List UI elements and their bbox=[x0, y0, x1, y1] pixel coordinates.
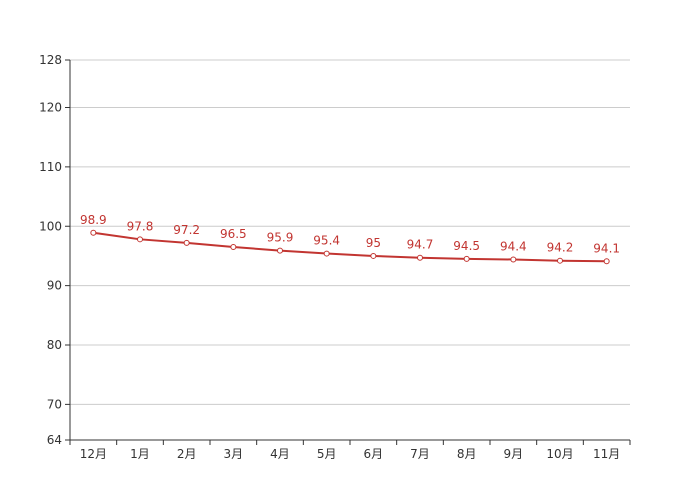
x-tick-label: 1月 bbox=[130, 447, 150, 461]
series-layer bbox=[90, 229, 610, 265]
data-label: 94.4 bbox=[500, 240, 527, 254]
data-label: 94.7 bbox=[407, 238, 434, 252]
data-point[interactable] bbox=[137, 236, 143, 243]
data-label: 97.8 bbox=[127, 219, 154, 233]
data-point[interactable] bbox=[557, 257, 563, 264]
x-tick-label: 10月 bbox=[546, 447, 573, 461]
data-point[interactable] bbox=[370, 252, 377, 259]
x-tick-label: 6月 bbox=[364, 447, 384, 461]
y-tick-label: 70 bbox=[47, 397, 62, 411]
data-point[interactable] bbox=[230, 244, 237, 251]
y-tick-label: 120 bbox=[39, 101, 62, 115]
data-labels: 98.9 97.8 97.2 96.5 95.9 95.4 95 94.7 94.5 94.4 94… bbox=[80, 213, 620, 256]
data-label: 94.1 bbox=[593, 241, 620, 255]
x-tick-label: 2月 bbox=[177, 447, 197, 461]
data-label: 95.4 bbox=[313, 234, 340, 248]
data-label: 98.9 bbox=[80, 213, 107, 227]
x-tick-label: 4月 bbox=[270, 447, 290, 461]
y-tick-label: 64 bbox=[47, 433, 62, 447]
series-line bbox=[93, 231, 607, 263]
y-tick-label: 100 bbox=[39, 219, 62, 233]
data-point[interactable] bbox=[510, 256, 517, 263]
data-point[interactable] bbox=[183, 239, 190, 246]
data-point[interactable] bbox=[603, 258, 610, 265]
data-label: 95.9 bbox=[267, 231, 294, 245]
data-label: 96.5 bbox=[220, 227, 247, 241]
y-tick-label: 90 bbox=[47, 279, 62, 293]
data-point[interactable] bbox=[463, 255, 470, 262]
data-point[interactable] bbox=[277, 247, 283, 254]
data-point[interactable] bbox=[417, 254, 423, 261]
x-tick-label: 12月 bbox=[80, 447, 107, 461]
y-tick-label: 80 bbox=[47, 338, 62, 352]
data-label: 94.5 bbox=[453, 239, 480, 253]
data-label: 94.2 bbox=[547, 241, 574, 255]
x-tick-label: 11月 bbox=[593, 447, 620, 461]
grid-lines bbox=[70, 59, 630, 405]
x-tick-label: 3月 bbox=[224, 447, 244, 461]
y-tick-label: 110 bbox=[39, 160, 62, 174]
data-point[interactable] bbox=[323, 250, 330, 257]
x-tick-label: 9月 bbox=[504, 447, 524, 461]
y-tick-label: 128 bbox=[39, 53, 62, 67]
x-tick-label: 8月 bbox=[457, 447, 477, 461]
data-point[interactable] bbox=[90, 229, 97, 236]
x-tick-label: 5月 bbox=[317, 447, 337, 461]
data-label: 97.2 bbox=[173, 223, 200, 237]
data-label: 95 bbox=[366, 236, 381, 250]
axes: 64 70 80 90 100 110 120 128 12月 1月 2月 3月 4月 5月 6月 7月 8月 9… bbox=[39, 53, 631, 461]
x-tick-label: 7月 bbox=[410, 447, 430, 461]
